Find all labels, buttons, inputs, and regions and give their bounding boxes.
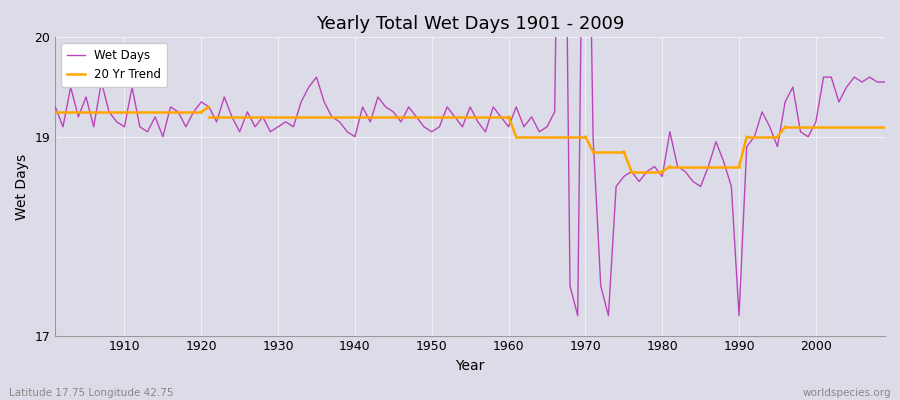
Legend: Wet Days, 20 Yr Trend: Wet Days, 20 Yr Trend	[61, 43, 167, 87]
20 Yr Trend	[50, 110, 60, 114]
Wet Days	[572, 313, 583, 318]
Wet Days	[611, 184, 622, 189]
Wet Days	[281, 120, 292, 124]
20 Yr Trend	[196, 110, 207, 114]
X-axis label: Year: Year	[455, 359, 485, 373]
Wet Days	[496, 114, 507, 119]
Wet Days	[327, 114, 338, 119]
Wet Days	[50, 104, 60, 109]
Text: Latitude 17.75 Longitude 42.75: Latitude 17.75 Longitude 42.75	[9, 388, 174, 398]
Text: worldspecies.org: worldspecies.org	[803, 388, 891, 398]
Line: Wet Days: Wet Days	[55, 0, 885, 316]
Y-axis label: Wet Days: Wet Days	[15, 153, 29, 220]
Wet Days	[879, 80, 890, 84]
Title: Yearly Total Wet Days 1901 - 2009: Yearly Total Wet Days 1901 - 2009	[316, 15, 625, 33]
Wet Days	[112, 120, 122, 124]
Wet Days	[503, 124, 514, 129]
